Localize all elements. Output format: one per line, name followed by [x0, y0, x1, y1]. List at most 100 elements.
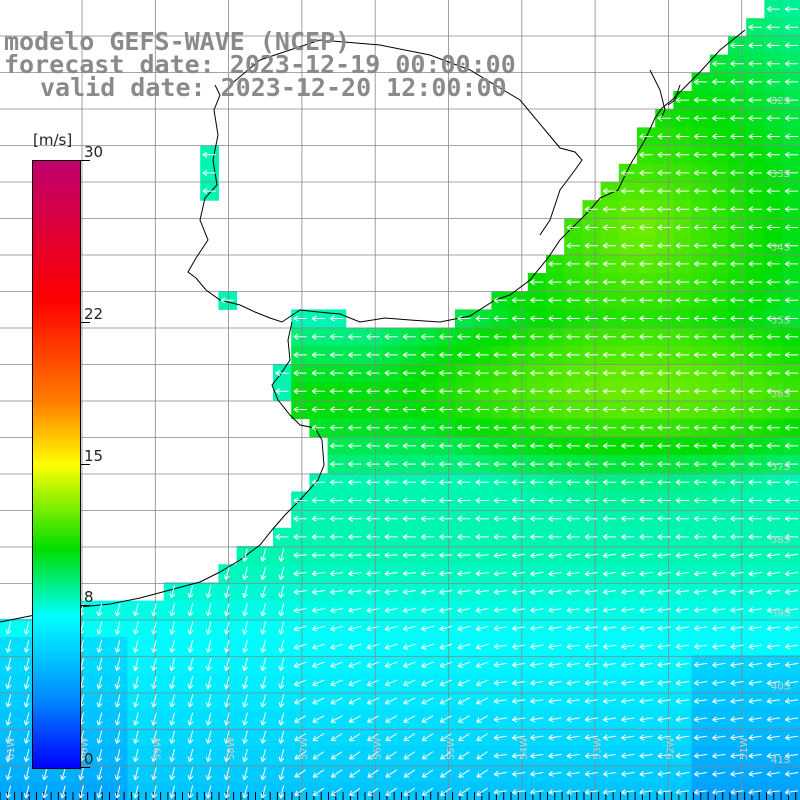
wind-vector-arrow: [748, 115, 762, 122]
wind-vector-arrow: [675, 315, 689, 322]
wind-vector-arrow: [311, 497, 325, 504]
wind-vector-arrow: [730, 716, 744, 723]
wind-vector-arrow: [766, 625, 781, 632]
wind-vector-arrow: [530, 643, 544, 650]
wind-vector-arrow: [693, 242, 708, 249]
wind-vector-arrow: [311, 570, 326, 577]
wind-vector-arrow: [223, 657, 230, 671]
wind-vector-arrow: [712, 351, 726, 358]
wind-vector-arrow: [530, 515, 544, 522]
wind-vector-arrow: [348, 679, 362, 687]
wind-vector-arrow: [748, 406, 762, 413]
wind-vector-arrow: [223, 566, 230, 580]
wind-vector-arrow: [493, 607, 508, 614]
wind-vector-arrow: [420, 588, 435, 595]
wind-vector-arrow: [657, 115, 671, 122]
wind-vector-arrow: [639, 279, 653, 286]
wind-vector-arrow: [223, 767, 230, 781]
wind-vector-arrow: [511, 406, 526, 413]
wind-vector-arrow: [548, 479, 562, 486]
coastline-uruguay: [187, 29, 746, 323]
wind-vector-arrow: [242, 694, 249, 708]
wind-vector-arrow: [693, 461, 708, 468]
wind-vector-arrow: [548, 588, 562, 595]
wind-vector-arrow: [748, 770, 762, 777]
wind-vector-arrow: [621, 552, 635, 559]
wind-vector-arrow: [475, 515, 489, 522]
longitude-labels: 61W 60W 59W 58W 57W 56W 55W 54W 53W 52W 51W: [6, 737, 750, 760]
wind-vector-arrow: [639, 133, 653, 140]
wind-vector-arrow: [748, 479, 762, 486]
wind-vector-arrow: [584, 570, 599, 577]
wind-vector-arrow: [784, 479, 799, 486]
wind-vector-arrow: [657, 388, 671, 395]
wind-vector-arrow: [766, 716, 781, 723]
wind-vector-arrow: [693, 333, 708, 340]
wind-vector-arrow: [584, 588, 599, 595]
wind-vector-arrow: [675, 552, 690, 559]
wind-vector-arrow: [766, 552, 781, 559]
wind-vector-arrow: [348, 607, 362, 614]
wind-vector-arrow: [348, 388, 362, 395]
wind-vector-arrow: [602, 734, 617, 741]
wind-vector-arrow: [366, 497, 380, 504]
wind-vector-arrow: [311, 588, 326, 595]
wind-vector-arrow: [96, 694, 103, 708]
coastline-argentina: [0, 321, 325, 623]
wind-vector-arrow: [584, 789, 599, 796]
title-forecast-date: forecast date: 2023-12-19 00:00:00: [4, 50, 516, 79]
wind-vector-arrow: [639, 224, 653, 231]
wind-vector-arrow: [348, 479, 362, 486]
wind-vector-arrow: [457, 625, 471, 632]
wind-vector-arrow: [657, 169, 671, 176]
wind-vector-arrow: [169, 621, 176, 635]
wind-vector-arrow: [602, 607, 617, 614]
wind-vector-arrow: [187, 694, 194, 708]
wind-vector-arrow: [712, 643, 726, 650]
wind-vector-arrow: [784, 115, 799, 122]
colorbar-tick-mark: [80, 463, 90, 465]
wind-vector-arrow: [151, 621, 158, 635]
wind-vector-arrow: [748, 206, 762, 213]
wind-vector-arrow: [439, 333, 453, 340]
wind-vector-arrow: [748, 133, 762, 140]
wind-vector-arrow: [675, 297, 689, 304]
wind-vector-arrow: [293, 679, 307, 687]
wind-vector-arrow: [766, 570, 781, 577]
wind-vector-arrow: [366, 479, 380, 486]
wind-vector-arrow: [278, 767, 285, 781]
wind-vector-arrow: [748, 442, 762, 449]
wind-vector-arrow: [202, 151, 216, 158]
wind-vector-arrow: [639, 734, 653, 741]
wind-vector-arrow: [657, 679, 671, 686]
wind-vector-arrow: [621, 497, 635, 504]
wind-vector-arrow: [548, 734, 562, 741]
wind-vector-arrow: [621, 424, 635, 431]
wind-vector-arrow: [278, 730, 285, 744]
wind-vector-arrow: [693, 133, 708, 140]
wind-vector-arrow: [384, 406, 398, 413]
wind-vector-arrow: [712, 97, 726, 104]
wind-vector-arrow: [548, 461, 562, 468]
wind-vector-arrow: [457, 588, 471, 595]
wind-vector-arrow: [151, 639, 158, 653]
wind-vector-arrow: [584, 206, 598, 213]
wind-vector-arrow: [530, 297, 544, 304]
wind-vector-arrow: [784, 351, 799, 358]
wind-vector-arrow: [784, 260, 799, 267]
wind-vector-arrow: [349, 787, 361, 796]
wind-vector-arrow: [675, 752, 690, 759]
wind-vector-arrow: [330, 643, 344, 650]
wind-vector-arrow: [187, 767, 194, 781]
wind-vector-arrow: [511, 515, 526, 522]
wind-vector-arrow: [657, 533, 671, 540]
wind-vector-arrow: [457, 679, 471, 687]
wind-vector-arrow: [530, 351, 544, 358]
wind-vector-arrow: [260, 657, 267, 671]
wind-vector-arrow: [730, 78, 744, 85]
wind-vector-arrow: [657, 297, 671, 304]
wind-vector-arrow: [621, 588, 635, 595]
wind-vector-arrow: [621, 206, 635, 213]
wind-vector-arrow: [584, 242, 598, 249]
wind-vector-arrow: [693, 442, 708, 449]
